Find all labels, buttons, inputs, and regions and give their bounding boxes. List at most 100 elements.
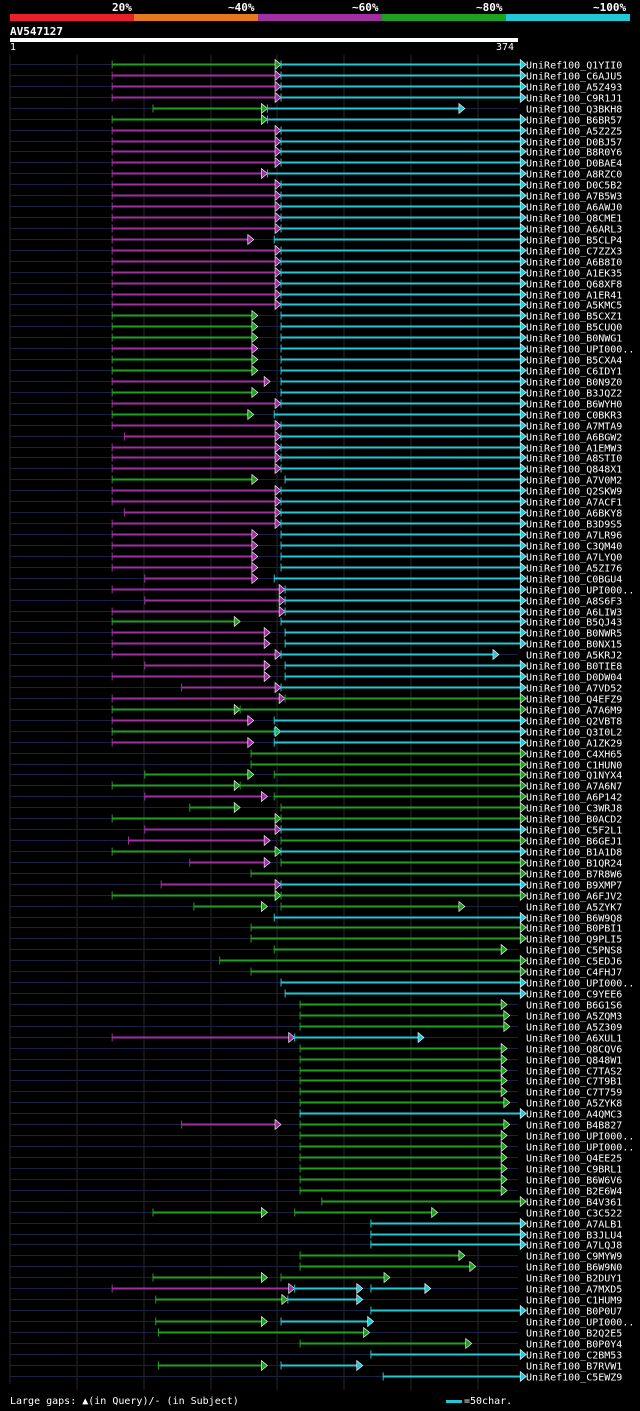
hit-segment-arrow	[519, 495, 527, 508]
hit-segment-arrow	[274, 156, 282, 169]
hit-segment-arrow	[519, 856, 527, 869]
hit-segment-arrow	[500, 1151, 508, 1164]
hit-segment-arrow	[274, 189, 282, 202]
hit-segment-arrow	[503, 1118, 511, 1131]
hit-segment-arrow	[519, 889, 527, 902]
hit-label: UniRef100_C1HUN0	[526, 761, 622, 772]
scale-label-80: ~80%	[476, 1, 503, 14]
hit-segment-arrow	[274, 812, 282, 825]
hit-segment-arrow	[500, 1042, 508, 1055]
hit-segment-arrow	[519, 244, 527, 257]
hit-segment-arrow	[261, 102, 268, 115]
hit-segment-arrow	[274, 80, 282, 93]
scale-red-segment	[10, 14, 134, 21]
hit-label: UniRef100_A6P142	[526, 793, 622, 804]
hit-label: UniRef100_A5KMC5	[526, 301, 622, 312]
hit-label: UniRef100_A7V0M2	[526, 476, 622, 487]
hit-segment-arrow	[383, 1271, 391, 1284]
hit-segment-arrow	[519, 965, 527, 978]
hit-segment-arrow	[519, 441, 527, 454]
hit-segment-arrow	[261, 790, 268, 803]
hit-label: UniRef100_B2E6W4	[526, 1187, 622, 1198]
hit-label: UniRef100_A1EMW3	[526, 444, 622, 455]
hit-segment-arrow	[274, 451, 282, 464]
hit-label: UniRef100_A7A6N7	[526, 782, 622, 793]
hit-segment-arrow	[263, 637, 271, 650]
scale-orange-segment	[134, 14, 258, 21]
hit-label: UniRef100_A7MXD5	[526, 1285, 622, 1296]
hit-label: UniRef100_A4QMC3	[526, 1110, 622, 1121]
hit-label: UniRef100_B1QR24	[526, 859, 622, 870]
hit-segment-arrow	[274, 200, 282, 213]
hit-segment-arrow	[519, 353, 527, 366]
hit-label: UniRef100_A7LYQ0	[526, 553, 622, 564]
hit-label: UniRef100_C3WRJ8	[526, 804, 622, 815]
hit-segment-arrow	[519, 932, 527, 945]
hit-segment-arrow	[519, 462, 527, 475]
hit-segment-arrow	[519, 506, 527, 519]
hit-segment-arrow	[519, 298, 527, 311]
hit-segment-arrow	[519, 484, 527, 497]
hit-label: UniRef100_C9R1J1	[526, 94, 622, 105]
hit-segment-arrow	[519, 528, 527, 541]
hit-segment-arrow	[274, 178, 282, 191]
hit-segment-arrow	[519, 375, 527, 388]
hit-label: UniRef100_B4B827	[526, 1121, 622, 1132]
hit-segment-arrow	[274, 495, 282, 508]
hit-label: UniRef100_C3QM40	[526, 542, 622, 553]
hit-label: UniRef100_B7RVW1	[526, 1362, 622, 1373]
hit-segment-arrow	[274, 845, 282, 858]
hit-label: UniRef100_C6AJU5	[526, 72, 622, 83]
hit-segment-arrow	[274, 1118, 282, 1131]
hit-segment-arrow	[519, 670, 527, 683]
hit-label: UniRef100_A5ZQM3	[526, 1012, 622, 1023]
hit-label: UniRef100_A6BGW2	[526, 433, 622, 444]
hit-segment-arrow	[251, 331, 259, 344]
scale-swatch	[446, 1399, 462, 1403]
hit-segment-arrow	[367, 1315, 375, 1328]
hit-segment-arrow	[356, 1359, 364, 1372]
hit-label: UniRef100_Q4EFZ9	[526, 695, 622, 706]
hit-segment-arrow	[519, 255, 527, 268]
hit-segment-arrow	[519, 266, 527, 279]
hit-segment-arrow	[519, 637, 527, 650]
hit-segment-arrow	[458, 900, 466, 913]
hit-segment-arrow	[274, 255, 282, 268]
hit-segment-arrow	[274, 823, 282, 836]
hit-label: UniRef100_Q2VBT8	[526, 717, 622, 728]
hit-segment-arrow	[274, 419, 282, 432]
hit-segment-arrow	[274, 430, 282, 443]
hit-segment-arrow	[503, 1096, 511, 1109]
hit-segment-arrow	[500, 1129, 508, 1142]
hit-label: UniRef100_A7ACF1	[526, 498, 622, 509]
hit-segment-arrow	[519, 801, 527, 814]
hit-label: UniRef100_Q8CME1	[526, 214, 622, 225]
hit-segment-arrow	[251, 342, 259, 355]
hit-segment-arrow	[263, 375, 271, 388]
hit-label: UniRef100_B3JQZ2	[526, 389, 622, 400]
hit-label: UniRef100_UPI000..	[526, 1143, 634, 1154]
hit-segment-arrow	[274, 277, 282, 290]
hit-label: UniRef100_Q3BKH8	[526, 105, 622, 116]
hit-label: UniRef100_B5CUQ0	[526, 323, 622, 334]
hit-segment-arrow	[519, 681, 527, 694]
hit-segment-arrow	[274, 69, 282, 82]
hit-label: UniRef100_A6XUL1	[526, 1034, 622, 1045]
hit-segment-arrow	[519, 364, 527, 377]
hit-segment-arrow	[519, 550, 527, 563]
hit-segment-arrow	[519, 200, 527, 213]
hit-segment-arrow	[519, 1107, 527, 1120]
hit-segment-arrow	[247, 408, 255, 421]
hit-segment-arrow	[465, 1337, 473, 1350]
hit-label: UniRef100_A1EK35	[526, 269, 622, 280]
hit-segment-arrow	[519, 561, 527, 574]
hit-label: UniRef100_D0C5B2	[526, 181, 622, 192]
hit-label: UniRef100_A5ZYK8	[526, 1099, 622, 1110]
query-name: AV547127	[10, 25, 63, 38]
hit-segment-arrow	[274, 681, 282, 694]
hit-segment-arrow	[519, 517, 527, 530]
hit-segment-arrow	[356, 1293, 364, 1306]
hit-segment-arrow	[519, 736, 527, 749]
hit-segment-arrow	[503, 1009, 511, 1022]
hit-label: UniRef100_C9MYW9	[526, 1252, 622, 1263]
